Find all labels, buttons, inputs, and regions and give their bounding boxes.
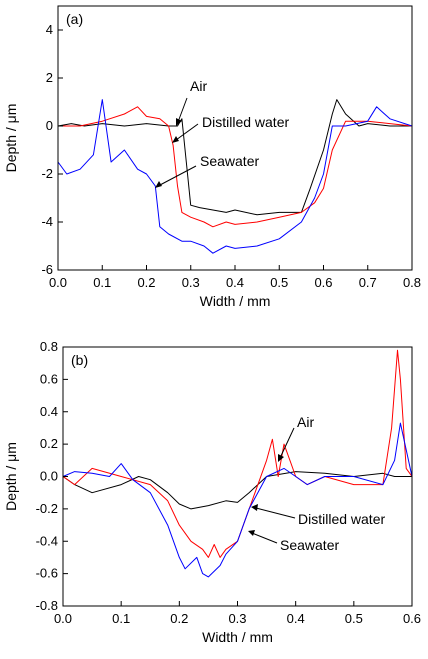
- arrowhead-air-b: [278, 454, 284, 462]
- series-line-air-a: [57, 99, 412, 216]
- y-tick-label-a-3: 0: [46, 118, 53, 133]
- x-axis-label-a: Width / mm: [200, 293, 271, 309]
- annotation-air-a: Air: [190, 78, 207, 94]
- arrow-seawater-b: [251, 532, 278, 544]
- x-tick-label-a-6: 0.6: [314, 275, 332, 290]
- x-tick-label-b-4: 0.4: [287, 611, 305, 626]
- x-tick-label-a-0: 0.0: [49, 275, 67, 290]
- panel-label-b: (b): [71, 352, 88, 368]
- x-tick-label-a-5: 0.5: [270, 275, 288, 290]
- panel-b: 0.0 0.1 0.2 0.3 0.4 0.5 0.6 -0.8 -0.6 -0.4 -0.2 0.0…: [3, 339, 421, 645]
- y-tick-label-b-6: 0.4: [40, 404, 58, 419]
- x-axis-label-b: Width / mm: [202, 629, 273, 645]
- y-tick-label-b-7: 0.6: [40, 371, 58, 386]
- y-tick-label-a-1: -4: [41, 214, 53, 229]
- series-line-seawater-b: [62, 422, 413, 578]
- y-tick-label-a-0: -6: [41, 262, 53, 277]
- arrowhead-distilled-a: [172, 136, 179, 143]
- annotation-seawater-a: Seawater: [200, 153, 259, 169]
- x-tick-label-a-8: 0.8: [403, 275, 421, 290]
- arrowhead-distilled-b: [251, 504, 258, 511]
- x-tick-label-a-7: 0.7: [359, 275, 377, 290]
- y-axis-label-b: Depth / μm: [3, 442, 19, 511]
- arrowhead-seawater-a: [155, 181, 162, 188]
- y-tick-label-b-3: -0.2: [36, 501, 58, 516]
- annotation-distilled-water-a: Distilled water: [202, 114, 289, 130]
- arrow-air-a: [177, 97, 188, 123]
- annotation-seawater-b: Seawater: [280, 537, 339, 553]
- x-tick-label-a-1: 0.1: [93, 275, 111, 290]
- annotation-distilled-water-b: Distilled water: [298, 511, 385, 527]
- y-tick-label-b-2: -0.4: [36, 533, 58, 548]
- x-tick-label-b-6: 0.6: [403, 611, 421, 626]
- y-tick-label-a-5: 4: [46, 22, 53, 37]
- arrowhead-seawater-b: [248, 530, 255, 536]
- series-line-seawater-a: [57, 99, 413, 254]
- y-tick-label-b-8: 0.8: [40, 339, 58, 354]
- panel-label-a: (a): [66, 11, 83, 27]
- x-tick-label-a-2: 0.2: [137, 275, 155, 290]
- arrow-air-b: [279, 427, 295, 459]
- x-tick-label-a-3: 0.3: [182, 275, 200, 290]
- series-line-distilled-water-b: [62, 349, 413, 558]
- x-tick-label-b-2: 0.2: [170, 611, 188, 626]
- arrow-distilled-b: [255, 507, 296, 519]
- series-line-air-b: [62, 471, 412, 510]
- x-tick-label-b-1: 0.1: [112, 611, 130, 626]
- y-tick-label-b-5: 0.2: [40, 436, 58, 451]
- y-tick-label-b-4: 0.0: [40, 469, 58, 484]
- panel-a: 0.0 0.1 0.2 0.3 0.4 0.5 0.6 0.7 0.8 -6 -4 -2 0 2 4 (a)…: [3, 5, 421, 309]
- arrowhead-air-a: [176, 118, 182, 126]
- y-tick-label-b-0: -0.8: [36, 598, 58, 613]
- x-tick-label-b-5: 0.5: [345, 611, 363, 626]
- annotation-air-b: Air: [297, 414, 314, 430]
- y-axis-label-a: Depth / μm: [3, 104, 19, 173]
- y-tick-label-b-1: -0.6: [36, 566, 58, 581]
- arrow-seawater-a: [159, 165, 197, 186]
- y-tick-label-a-2: -2: [41, 166, 53, 181]
- x-tick-label-a-4: 0.4: [226, 275, 244, 290]
- x-tick-label-b-0: 0.0: [54, 611, 72, 626]
- y-tick-label-a-4: 2: [46, 70, 53, 85]
- arrow-distilled-a: [175, 123, 199, 141]
- x-tick-label-b-3: 0.3: [228, 611, 246, 626]
- series-line-distilled-water-a: [58, 106, 413, 228]
